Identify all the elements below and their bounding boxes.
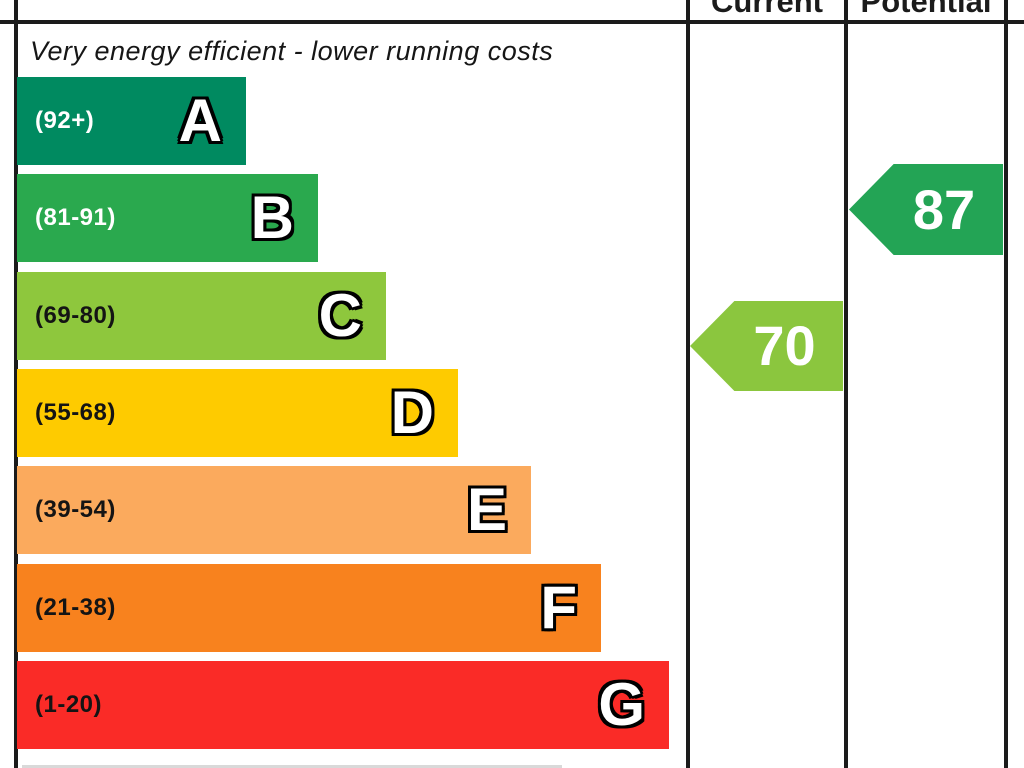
potential-rating-value: 87 xyxy=(912,177,976,241)
rating-band-B: (81-91) B xyxy=(17,174,318,262)
band-letter: D xyxy=(390,379,434,446)
current-column-header: Current xyxy=(711,0,823,19)
band-range-label: (55-68) xyxy=(35,399,116,426)
band-range-label: (21-38) xyxy=(35,594,116,621)
potential-rating-arrow: 87 xyxy=(849,164,1003,255)
band-letter: E xyxy=(466,476,507,543)
rating-band-G: (1-20) G xyxy=(17,661,669,749)
rating-band-F: (21-38) F xyxy=(17,564,601,652)
band-range-label: (92+) xyxy=(35,107,95,134)
band-letter: F xyxy=(540,574,577,641)
band-letter: B xyxy=(250,184,294,251)
band-letter: G xyxy=(598,671,645,738)
rating-band-D: (55-68) D xyxy=(17,369,458,457)
current-column-divider xyxy=(686,0,690,768)
table-left-border xyxy=(14,0,18,768)
band-range-label: (69-80) xyxy=(35,302,116,329)
cutoff-next-row-remnant xyxy=(22,765,562,768)
band-range-label: (1-20) xyxy=(35,691,103,718)
band-range-label: (81-91) xyxy=(35,204,116,231)
potential-column-header: Potential xyxy=(860,0,992,19)
table-right-border xyxy=(1004,0,1008,768)
current-rating-arrow: 70 xyxy=(690,301,843,391)
table-top-border xyxy=(0,20,1024,24)
chart-title: Very energy efficient - lower running co… xyxy=(30,36,554,66)
rating-band-E: (39-54) E xyxy=(17,466,531,554)
rating-band-C: (69-80) C xyxy=(17,272,386,360)
band-letter: C xyxy=(318,282,362,349)
potential-column-divider xyxy=(844,0,848,768)
current-rating-value: 70 xyxy=(753,314,816,377)
rating-band-A: (92+) A xyxy=(17,77,246,165)
band-letter: A xyxy=(178,87,222,154)
band-range-label: (39-54) xyxy=(35,496,116,523)
